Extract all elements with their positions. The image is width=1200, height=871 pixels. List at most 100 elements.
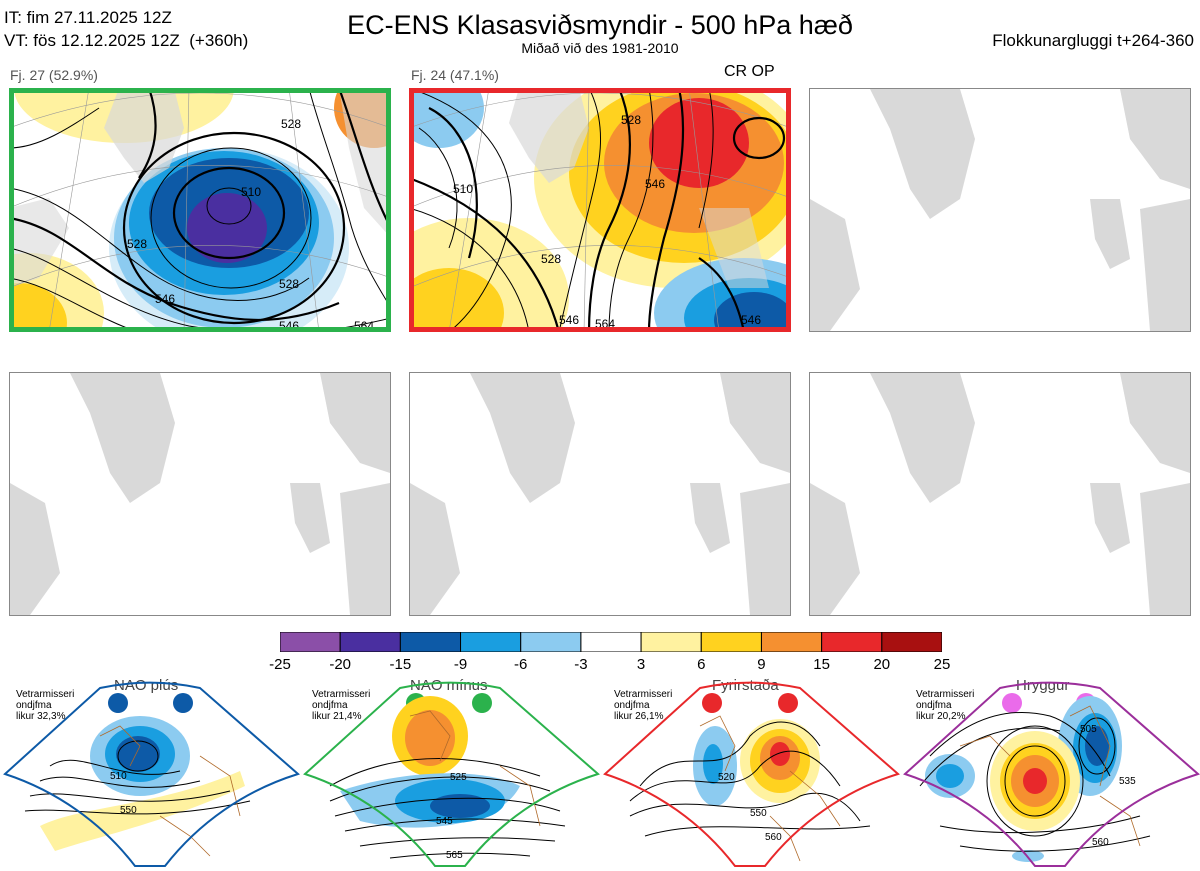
blank-map bbox=[810, 373, 1190, 615]
colorbar bbox=[279, 631, 943, 653]
contour-label: 546 bbox=[559, 313, 579, 327]
panel-2-label: Fj. 24 (47.1%) bbox=[411, 67, 499, 83]
contour-label: 505 bbox=[1080, 724, 1097, 735]
regime-4-map: 505 535 560 bbox=[903, 681, 1200, 867]
page-title: EC-ENS Klasasviðsmyndir - 500 hPa hæð bbox=[347, 10, 853, 40]
empty-panel-3 bbox=[809, 88, 1191, 332]
contour-label: 528 bbox=[279, 277, 299, 291]
cluster-panel-1[interactable]: 528 510 528 546 528 546 564 bbox=[9, 88, 391, 332]
valid-time: VT: fös 12.12.2025 12Z (+360h) bbox=[4, 31, 249, 50]
contour-label: 520 bbox=[718, 772, 735, 783]
contour-labels: 528 510 528 546 528 546 564 bbox=[127, 117, 374, 332]
positive-anomaly bbox=[405, 710, 455, 766]
positive-anomaly bbox=[770, 742, 790, 766]
panel-border-green bbox=[9, 88, 391, 332]
colorbar-swatch bbox=[640, 631, 702, 653]
scandinavia bbox=[320, 373, 390, 473]
colorbar-swatch bbox=[881, 631, 943, 653]
regime-dot bbox=[778, 693, 798, 713]
contour-label: 510 bbox=[453, 182, 473, 196]
panel-2-cr-op: CR OP bbox=[724, 63, 775, 80]
contour-label: 560 bbox=[1092, 837, 1109, 848]
europe bbox=[740, 483, 790, 615]
regime-contours bbox=[329, 758, 566, 859]
negative-anomaly bbox=[703, 744, 723, 784]
panel-border-red bbox=[409, 88, 791, 332]
colorbar-swatch bbox=[460, 631, 522, 653]
colorbar-tick-label: 9 bbox=[757, 656, 766, 673]
regime-2-title: NAO mínus bbox=[410, 677, 488, 694]
contour-label: 510 bbox=[241, 185, 261, 199]
negative-anomaly bbox=[409, 88, 484, 148]
init-time: IT: fim 27.11.2025 12Z bbox=[4, 8, 172, 27]
regime-4-title: Hryggur bbox=[1016, 677, 1070, 694]
contour-label: 528 bbox=[127, 237, 147, 251]
colorbar-swatches bbox=[279, 631, 943, 653]
regime-1-note: Vetrarmisseri ondjfma likur 32,3% bbox=[16, 689, 75, 722]
regime-3-map: 520 550 560 bbox=[603, 681, 900, 867]
colorbar-ticks: -25 -20 -15 -9 -6 -3 3 6 9 15 20 25 bbox=[269, 656, 950, 676]
colorbar-tick-label: 20 bbox=[873, 656, 891, 673]
regime-contours bbox=[629, 721, 871, 837]
colorbar-tick-label: -6 bbox=[514, 656, 528, 673]
blank-map bbox=[410, 373, 790, 615]
greenland bbox=[509, 88, 589, 183]
empty-panel-4 bbox=[9, 372, 391, 616]
negative-anomaly bbox=[1085, 726, 1109, 766]
greenland bbox=[104, 88, 184, 183]
greenland bbox=[870, 373, 975, 503]
coastlines bbox=[959, 705, 1141, 847]
height-contours bbox=[409, 88, 786, 332]
scandinavia bbox=[699, 208, 769, 288]
regime-dot bbox=[1002, 693, 1022, 713]
canada bbox=[410, 483, 460, 615]
scandinavia bbox=[1120, 373, 1190, 473]
regime-row: Vetrarmisseri ondjfma likur 32,3% NAO pl… bbox=[0, 676, 1200, 871]
negative-anomaly bbox=[714, 292, 791, 332]
positive-anomaly bbox=[409, 268, 504, 332]
negative-anomaly bbox=[116, 736, 160, 772]
blank-map bbox=[10, 373, 390, 615]
regime-dot bbox=[702, 693, 722, 713]
canada bbox=[810, 199, 860, 331]
empty-panel-6 bbox=[809, 372, 1191, 616]
contour-label: 550 bbox=[750, 808, 767, 819]
colorbar-swatch bbox=[520, 631, 582, 653]
empty-panel-5 bbox=[409, 372, 791, 616]
fan-outline bbox=[3, 681, 300, 867]
coastlines bbox=[409, 710, 541, 827]
contour-label: 560 bbox=[765, 832, 782, 843]
colorbar-tick-label: 3 bbox=[636, 656, 646, 673]
europe bbox=[340, 483, 390, 615]
contour-label: 565 bbox=[446, 850, 463, 861]
greenland bbox=[70, 373, 175, 503]
regime-4-note: Vetrarmisseri ondjfma likur 20,2% bbox=[916, 689, 975, 722]
cluster-panel-2[interactable]: 528 510 528 546 546 564 546 bbox=[409, 88, 791, 332]
canada bbox=[10, 483, 60, 615]
regime-2-map: 525 545 565 bbox=[303, 681, 600, 867]
contour-label: 545 bbox=[436, 816, 453, 827]
colorbar-tick-label: 15 bbox=[813, 656, 830, 673]
colorbar-swatch bbox=[821, 631, 883, 653]
colorbar-swatch bbox=[339, 631, 401, 653]
contour-label: 528 bbox=[621, 113, 641, 127]
colorbar-swatch bbox=[399, 631, 462, 653]
positive-anomaly bbox=[1023, 768, 1047, 794]
page-subtitle: Miðað við des 1981-2010 bbox=[521, 40, 679, 56]
regime-contours bbox=[919, 711, 1151, 852]
scandinavia bbox=[1120, 89, 1190, 189]
contour-label: 528 bbox=[541, 252, 561, 266]
greenland bbox=[870, 89, 975, 219]
negative-anomaly bbox=[430, 794, 490, 818]
regime-contours bbox=[24, 740, 251, 815]
colorbar-tick-label: -3 bbox=[574, 656, 588, 673]
regime-3-title: Fyrirstaða bbox=[712, 677, 779, 694]
contour-label: 510 bbox=[110, 771, 127, 782]
positive-anomaly bbox=[649, 98, 749, 188]
contour-label: 546 bbox=[155, 292, 175, 306]
british-isles bbox=[1090, 483, 1130, 553]
colorbar-swatch bbox=[279, 631, 341, 653]
colorbar-tick-label: -9 bbox=[453, 656, 468, 673]
colorbar-swatch bbox=[700, 631, 762, 653]
regime-dot bbox=[173, 693, 193, 713]
